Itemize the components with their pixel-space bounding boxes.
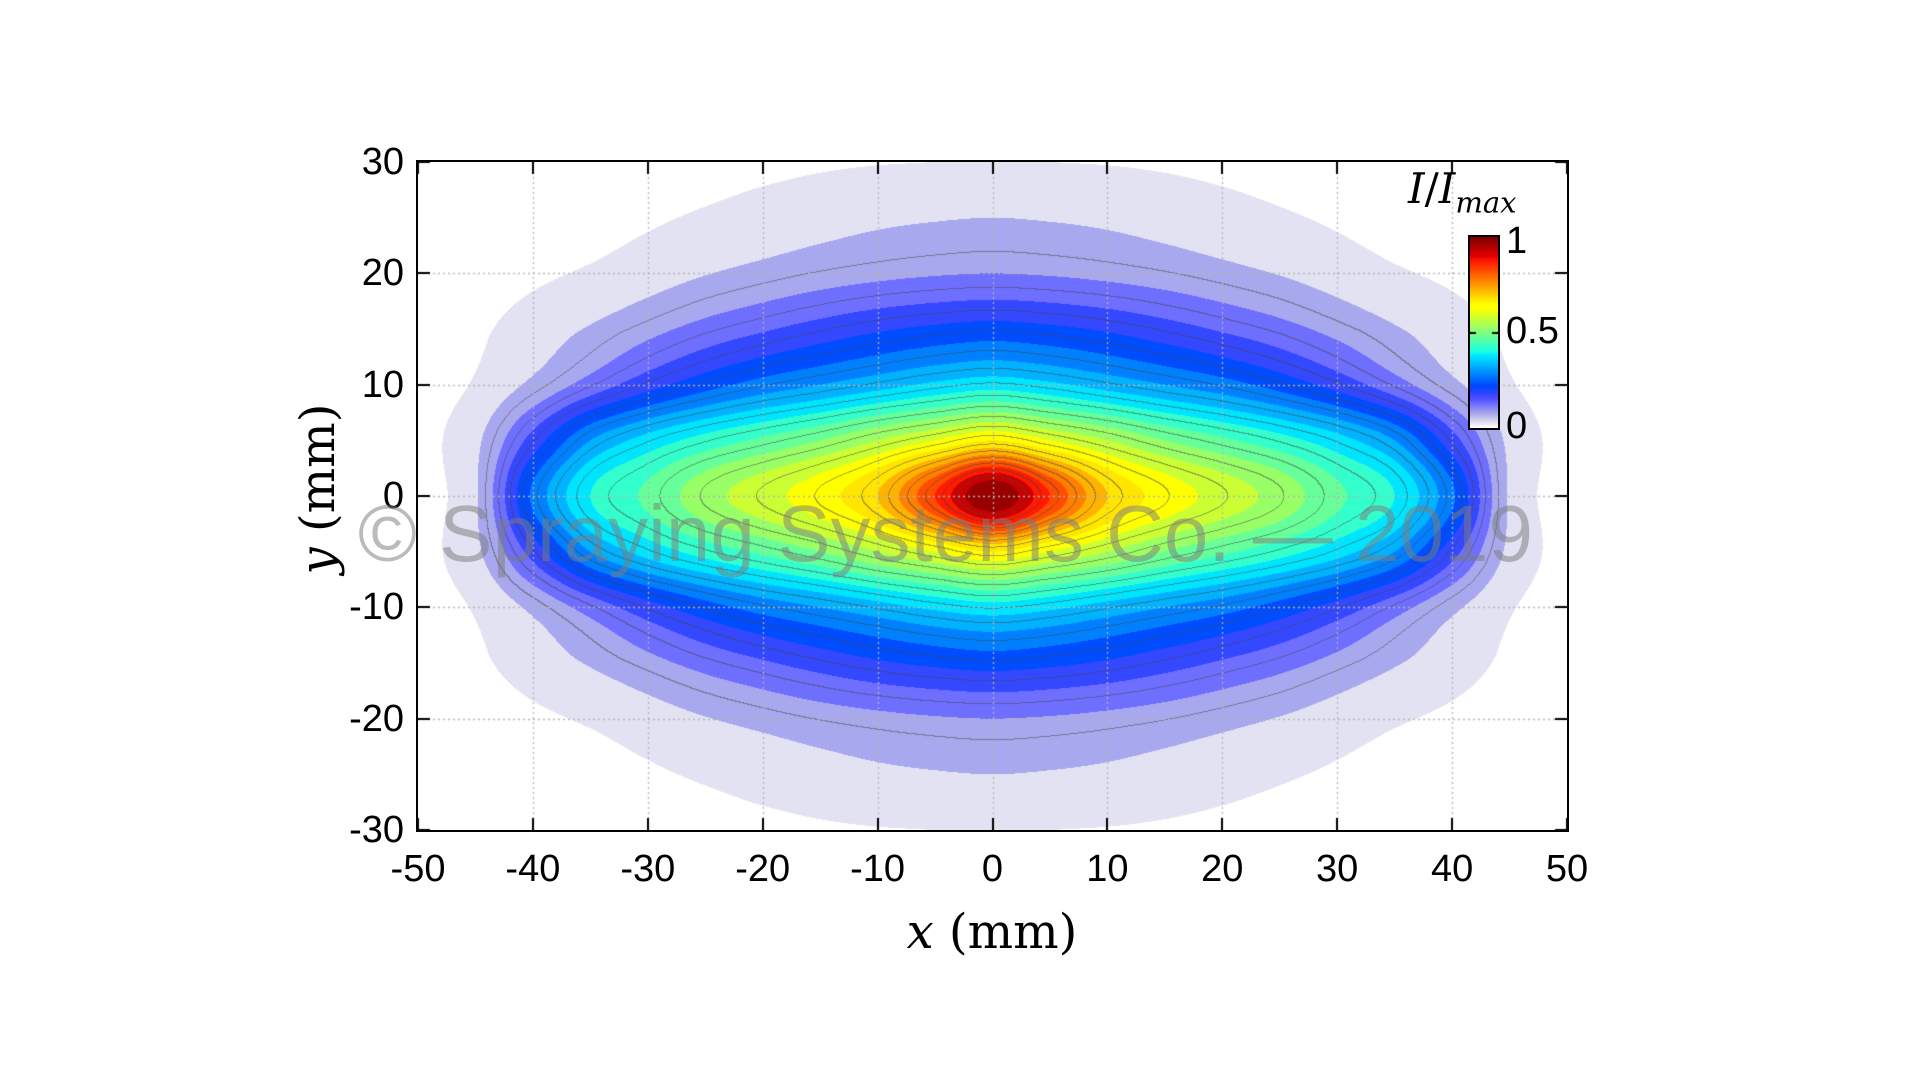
colorbar-title-slash: / — [1424, 164, 1439, 213]
x-axis-unit: (mm) — [933, 904, 1078, 960]
contour-plot-canvas — [418, 162, 1567, 830]
x-tick-label: -10 — [850, 848, 906, 890]
colorbar-title: I/Imax — [1408, 168, 1517, 217]
y-tick-label: 30 — [361, 141, 404, 183]
colorbar — [1468, 235, 1500, 430]
y-axis-variable: y — [290, 547, 346, 575]
x-axis-variable: x — [906, 904, 934, 960]
colorbar-title-denominator: I — [1438, 164, 1456, 213]
x-tick-label: 50 — [1545, 848, 1589, 890]
x-tick-label: 0 — [981, 848, 1004, 890]
x-axis-label: x (mm) — [907, 908, 1078, 956]
y-tick-label: -30 — [349, 809, 404, 851]
plot-area — [416, 160, 1569, 832]
x-tick-label: 20 — [1201, 848, 1244, 890]
colorbar-tick-label-1: 1 — [1506, 220, 1528, 262]
x-tick-label: -50 — [390, 848, 446, 890]
x-tick-label: 30 — [1316, 848, 1359, 890]
x-tick-label: -20 — [735, 848, 791, 890]
x-tick-label: 40 — [1430, 848, 1474, 890]
colorbar-gradient-canvas — [1470, 237, 1498, 428]
colorbar-title-subscript: max — [1455, 185, 1517, 220]
y-axis-label: y (mm) — [290, 404, 346, 575]
y-tick-label: 20 — [361, 252, 404, 295]
y-tick-label: -20 — [349, 697, 404, 740]
colorbar-title-numerator: I — [1408, 164, 1425, 213]
y-tick-label: -10 — [349, 586, 404, 629]
y-tick-label: 10 — [361, 363, 404, 406]
x-tick-label: -30 — [620, 848, 676, 890]
y-tick-label: 0 — [382, 475, 404, 517]
y-axis-unit: (mm) — [290, 403, 346, 548]
colorbar-tick-label-0: 0 — [1506, 405, 1528, 447]
colorbar-tick-label-0p5: 0.5 — [1506, 310, 1559, 352]
x-tick-label: 10 — [1086, 848, 1129, 890]
x-tick-label: -40 — [505, 848, 561, 890]
